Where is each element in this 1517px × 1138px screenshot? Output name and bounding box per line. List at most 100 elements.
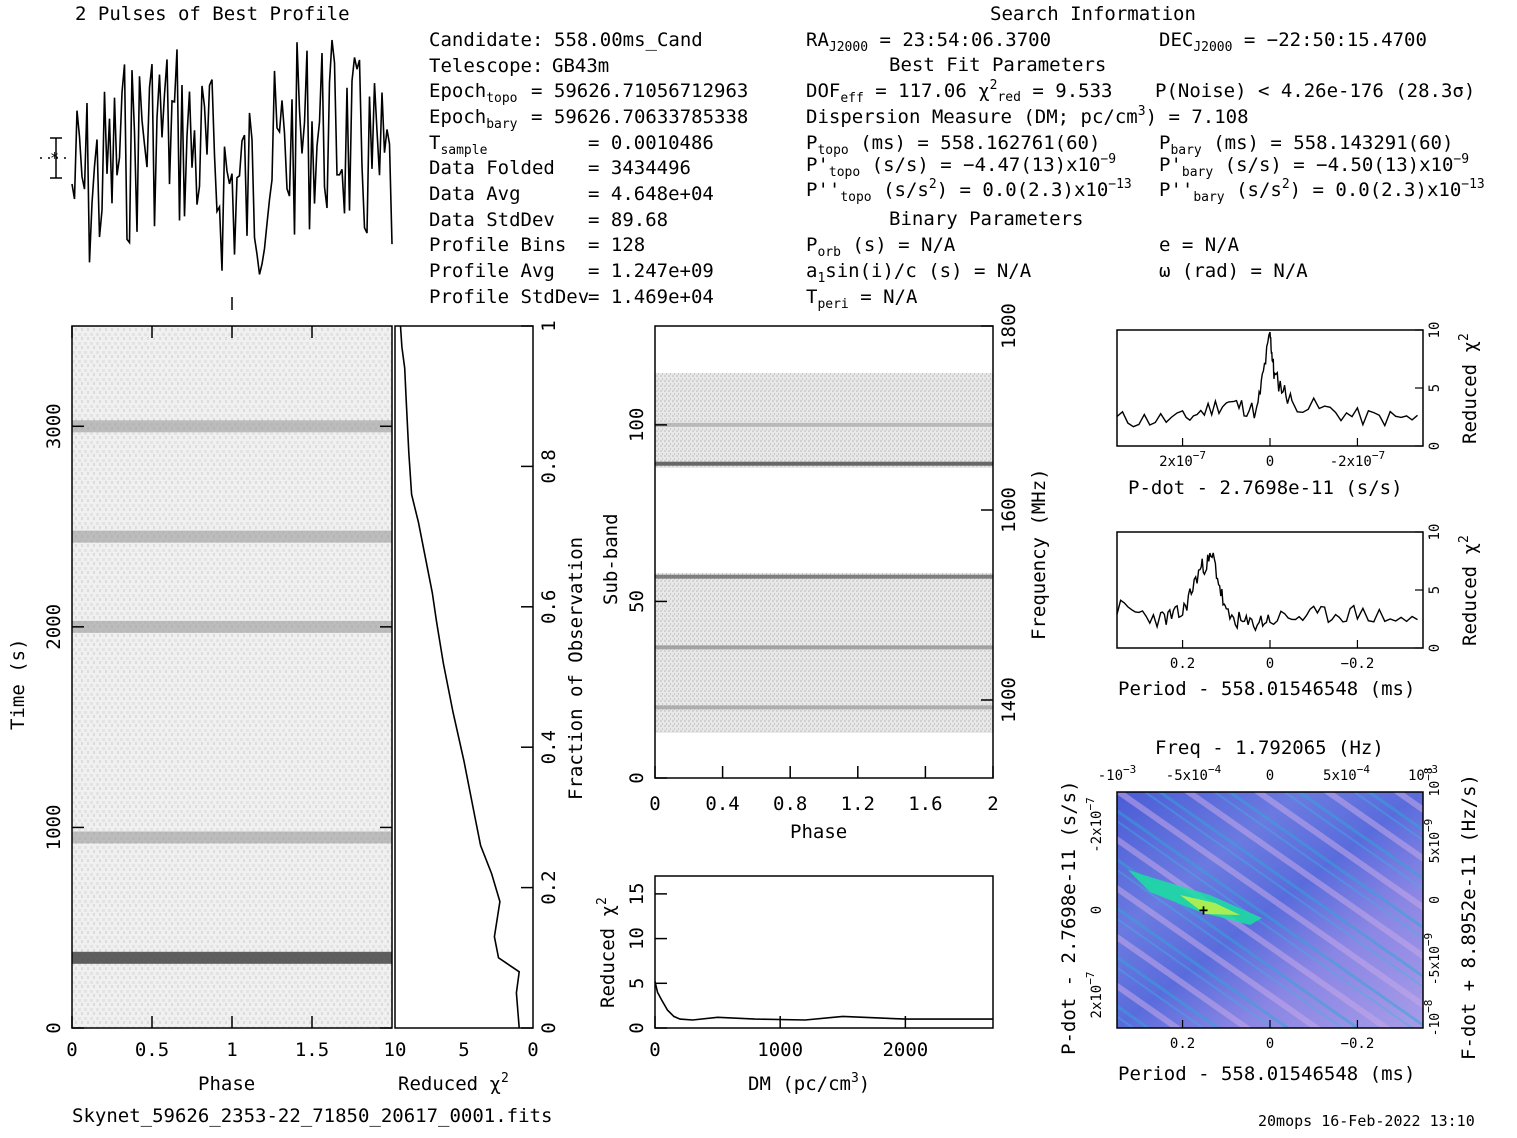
pp-ytick-label: 0: [1089, 906, 1105, 914]
profile-errorbar: *: [40, 137, 72, 179]
subband-panel: 0 0.4 0.8 1.2 1.6 2 0 50 100 1400 1600 1800 Phase S…: [600, 303, 1050, 843]
pdot-ylabel: Reduced χ2: [1457, 333, 1481, 444]
subband-dark-line: [655, 461, 993, 466]
svg-text:*: *: [50, 149, 59, 167]
pp-y2tick-label: 10−8: [1422, 768, 1443, 797]
pdot-xlabel: P-dot - 2.7698e-11 (s/s): [1128, 477, 1403, 499]
search-xtick-label: −0.2: [1341, 656, 1375, 672]
search-xtick-label: 0: [1266, 454, 1274, 470]
time-xtick-label: 1.5: [295, 1039, 329, 1061]
subband-xtick-label: 1.2: [841, 793, 875, 815]
tperi-text: Tperi = N/A: [806, 286, 918, 312]
pp-x2tick-label: 0: [1266, 768, 1274, 784]
pp-x2tick-label: -5x10−4: [1166, 763, 1222, 784]
time-ytick-label: 1000: [43, 805, 65, 851]
pnoise-text: P(Noise) < 4.26e-176 (28.3σ): [1155, 80, 1475, 102]
footer-timestamp: 20mops 16-Feb-2022 13:10: [1258, 1112, 1475, 1130]
time-dark-band: [72, 951, 392, 964]
tsample-label: Tsample: [429, 132, 488, 158]
time-dark-band: [72, 530, 392, 543]
ppgrid-title: Freq - 1.792065 (Hz): [1155, 737, 1384, 759]
period-pdot-panel: Freq - 1.792065 (Hz) + 0.2 0 −0.2 -10−3 -5x1…: [1058, 737, 1480, 1085]
chi2-dm-line: [654, 981, 993, 1021]
chi2-time-ylabel: Fraction of Observation: [565, 537, 587, 800]
pp-y2tick-label: 5x10−9: [1422, 819, 1443, 864]
candidate-label: Candidate:: [429, 29, 543, 51]
subband-xtick-label: 1.6: [908, 793, 942, 815]
dm-xtick-label: 1000: [757, 1039, 803, 1061]
time-xtick-label: 0.5: [135, 1039, 169, 1061]
chi2-time-ytick-label: 0: [538, 1022, 560, 1033]
dm-xlabel: DM (pc/cm3): [748, 1071, 870, 1095]
footer-filename: Skynet_59626_2353-22_71850_20617_0001.fi…: [72, 1105, 552, 1127]
binary-header: Binary Parameters: [889, 208, 1083, 230]
dec-text: DECJ2000 = −22:50:15.4700: [1159, 29, 1427, 55]
pdot-line: [1116, 331, 1418, 428]
profile-stddev-label: Profile StdDev: [429, 286, 589, 308]
subband-dark-line: [655, 422, 993, 427]
period-line: [1116, 552, 1418, 632]
search-xtick-label: 2x10−7: [1159, 449, 1206, 470]
search-ytick-label: 5: [1427, 586, 1443, 594]
chi2-time-xtick-label: 0: [527, 1039, 538, 1061]
search-ytick-label: 5: [1427, 384, 1443, 392]
epoch-bary-value: = 59626.70633785338: [531, 106, 748, 128]
time-ytick-label: 3000: [43, 403, 65, 449]
pp-y2tick-label: -10−8: [1422, 1000, 1443, 1037]
search-ytick-label: 0: [1427, 442, 1443, 450]
data-stddev-value: = 89.68: [588, 209, 668, 231]
omega-text: ω (rad) = N/A: [1159, 260, 1308, 282]
dm-xtick-label: 0: [649, 1039, 660, 1061]
chi2-time-xlabel: Reduced χ2: [398, 1071, 509, 1095]
pbary-text: Pbary (ms) = 558.143291(60): [1159, 132, 1453, 158]
epoch-topo-value: = 59626.71056712963: [531, 80, 748, 102]
candidate-value: 558.00ms_Cand: [554, 29, 703, 51]
subband-y2label: Frequency (MHz): [1028, 468, 1050, 640]
ra-text: RAJ2000 = 23:54:06.3700: [806, 29, 1051, 55]
time-dark-band: [72, 620, 392, 633]
time-ytick-label: 0: [43, 1022, 65, 1033]
chi2-time-xtick-label: 5: [458, 1039, 469, 1061]
porb-text: Porb (s) = N/A: [806, 234, 956, 260]
subband-y2tick-label: 1600: [998, 487, 1020, 533]
chi2-time-line: [399, 325, 521, 1029]
subband-xtick-label: 2: [987, 793, 998, 815]
pp-x2tick-label: 5x10−4: [1323, 763, 1370, 784]
profile-stddev-value: = 1.469e+04: [588, 286, 714, 308]
time-dark-band: [72, 831, 392, 844]
time-dark-band: [72, 420, 392, 433]
pp-x2tick-label: -10−3: [1098, 763, 1137, 784]
search-xtick-label: 0: [1266, 656, 1274, 672]
candidate-info: Candidate: 558.00ms_Cand Telescope: GB43…: [429, 29, 748, 308]
chi2-time-ytick-label: 0.2: [538, 870, 560, 904]
epoch-topo-label: Epochtopo: [429, 80, 518, 106]
dof-text: DOFeff = 117.06 χ2red = 9.533: [806, 78, 1112, 106]
data-folded-label: Data Folded: [429, 157, 555, 179]
ppgrid-y2label: F-dot + 8.8952e-11 (Hz/s): [1458, 774, 1480, 1060]
chi2-time-panel: 10 5 00 0.2 0.4 0.6 0.8 1 Reduced χ2 Fraction o…: [384, 320, 587, 1095]
subband-ylabel: Sub-band: [600, 513, 622, 605]
chi2-dm-panel: 0 1000 2000 0 5 10 15 DM (pc/cm3) Reduced χ2: [595, 875, 994, 1095]
subband-dark-line: [655, 645, 993, 650]
search-ytick-label: 10: [1427, 524, 1443, 541]
pp-ytick-label: 2x10−7: [1084, 972, 1105, 1019]
best-profile-panel: *: [40, 39, 393, 310]
telescope-value: GB43m: [552, 55, 609, 77]
pddbary-text: P''bary (s/s2) = 0.0(2.3)x10−13: [1159, 177, 1485, 205]
epoch-bary-label: Epochbary: [429, 106, 518, 132]
data-avg-label: Data Avg: [429, 183, 521, 205]
profile-bins-value: = 128: [588, 234, 645, 256]
time-ylabel: Time (s): [7, 638, 29, 730]
chi2-time-ytick-label: 0.4: [538, 730, 560, 764]
search-ytick-label: 10: [1427, 322, 1443, 339]
subband-dark-line: [655, 574, 993, 579]
subband-xtick-label: 0: [649, 793, 660, 815]
subband-ytick-label: 100: [626, 408, 648, 442]
period-xlabel: Period - 558.01546548 (ms): [1118, 678, 1415, 700]
subband-dark-line: [655, 705, 993, 710]
subband-xtick-label: 0.4: [705, 793, 739, 815]
time-xlabel: Phase: [198, 1073, 255, 1095]
ppgrid-ylabel: P-dot - 2.7698e-11 (s/s): [1058, 780, 1080, 1055]
chi2-time-xtick-label: 10: [384, 1039, 407, 1061]
